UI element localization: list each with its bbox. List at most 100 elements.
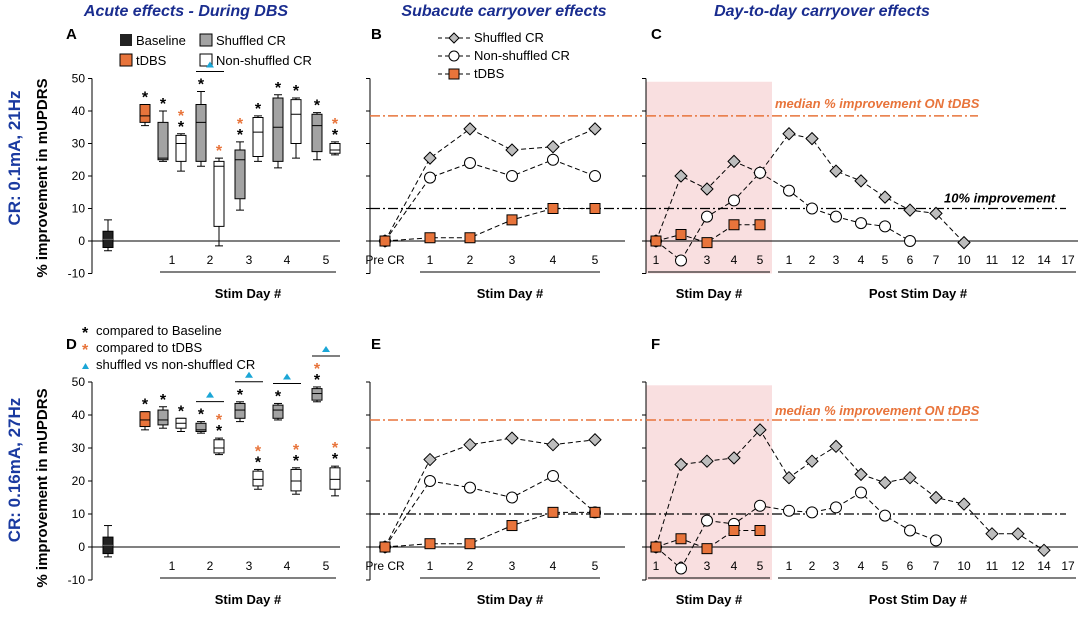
data-point bbox=[463, 437, 477, 452]
panel-letter-f: F bbox=[651, 336, 660, 353]
x-tick-label: 4 bbox=[284, 253, 291, 267]
data-point bbox=[985, 527, 999, 541]
star-vs-baseline: * bbox=[178, 403, 185, 420]
legend-line-shuffled-label: Shuffled CR bbox=[474, 30, 544, 45]
x-axis-title: Stim Day # bbox=[477, 592, 544, 607]
data-point bbox=[830, 210, 842, 223]
x-tick-label: 12 bbox=[1011, 559, 1025, 573]
data-point bbox=[424, 538, 436, 550]
box-non-shuffled-cr bbox=[329, 143, 341, 154]
star-vs-baseline: * bbox=[216, 423, 223, 440]
x-tick-label: 2 bbox=[809, 559, 816, 573]
legend-marker-square bbox=[448, 68, 460, 80]
legend-swatch-baseline bbox=[120, 34, 132, 46]
box-non-shuffled-cr bbox=[213, 160, 225, 227]
data-point bbox=[675, 533, 687, 545]
y-tick-label: 0 bbox=[78, 234, 85, 248]
star-vs-baseline: * bbox=[314, 98, 321, 115]
x-tick-label: 10 bbox=[957, 559, 971, 573]
series-line bbox=[384, 475, 596, 548]
y-tick-label: 50 bbox=[72, 375, 86, 389]
data-point bbox=[903, 470, 917, 485]
legend-line-tdbs-label: tDBS bbox=[474, 66, 505, 81]
legend-star-tdbs: compared to tDBS bbox=[96, 340, 203, 355]
x-tick-label: 5 bbox=[592, 253, 599, 267]
data-point bbox=[855, 486, 867, 499]
legend-star-baseline: compared to Baseline bbox=[96, 323, 222, 338]
data-point bbox=[957, 497, 971, 511]
series-line bbox=[384, 159, 596, 242]
star-vs-baseline: * bbox=[237, 127, 244, 144]
x-tick-label: 4 bbox=[731, 253, 738, 267]
row-label-top: CR: 0.1mA, 21Hz bbox=[5, 90, 24, 225]
x-tick-label: 3 bbox=[246, 253, 253, 267]
star-vs-baseline: * bbox=[332, 127, 339, 144]
star-vs-tdbs: * bbox=[178, 108, 185, 125]
panel-letter-c: C bbox=[651, 26, 662, 43]
star-vs-baseline: * bbox=[275, 80, 282, 97]
star-vs-baseline: * bbox=[160, 96, 167, 113]
box-non-shuffled-cr bbox=[290, 468, 302, 492]
x-axis-title: Stim Day # bbox=[215, 592, 282, 607]
data-point bbox=[423, 151, 437, 165]
data-point bbox=[650, 541, 662, 553]
x-tick-label: 1 bbox=[786, 559, 793, 573]
legend-line-nonshuffled-label: Non-shuffled CR bbox=[474, 48, 570, 63]
data-point bbox=[829, 164, 843, 178]
star-vs-baseline: * bbox=[178, 119, 185, 136]
legend-marker-circle bbox=[448, 50, 460, 62]
data-point bbox=[929, 490, 943, 505]
x-tick-label: 10 bbox=[957, 253, 971, 267]
legend-baseline: Baseline bbox=[136, 33, 186, 48]
data-point bbox=[588, 122, 602, 136]
star-vs-baseline: * bbox=[198, 77, 205, 94]
x-tick-label: 3 bbox=[509, 559, 516, 573]
x-tick-label: 17 bbox=[1061, 559, 1075, 573]
data-point bbox=[754, 219, 766, 231]
data-point bbox=[727, 154, 741, 169]
x-tick-label: 5 bbox=[757, 253, 764, 267]
data-point bbox=[546, 437, 560, 452]
x-tick-label: 3 bbox=[704, 253, 711, 267]
star-vs-tdbs: * bbox=[216, 412, 223, 429]
x-tick-label: 1 bbox=[427, 253, 434, 267]
data-point bbox=[806, 202, 818, 215]
panel-f-plot: median % improvement ON tDBS123451234567… bbox=[642, 381, 1078, 607]
data-point bbox=[464, 157, 476, 169]
box-non-shuffled-cr bbox=[329, 467, 341, 490]
box-tdbs bbox=[139, 104, 151, 123]
x-tick-label: 1 bbox=[653, 559, 660, 573]
data-point bbox=[728, 219, 740, 231]
x-tick-label: 7 bbox=[933, 559, 940, 573]
data-point bbox=[957, 235, 971, 250]
data-point bbox=[701, 514, 713, 527]
legend-nonshuffled: Non-shuffled CR bbox=[216, 53, 312, 68]
data-point bbox=[854, 174, 868, 188]
x-tick-label: 1 bbox=[786, 253, 793, 267]
panel-b-plot: Pre CR 1 2 3 4 5 Stim Day # bbox=[365, 78, 642, 301]
data-point bbox=[464, 232, 476, 244]
star-vs-tdbs: * bbox=[332, 116, 339, 133]
star-vs-baseline: * bbox=[332, 451, 339, 468]
median-tdbs-label: median % improvement ON tDBS bbox=[775, 96, 980, 111]
y-axis-title-top: % improvement in mUPDRS bbox=[34, 78, 51, 277]
star-vs-baseline: * bbox=[160, 392, 167, 409]
data-point bbox=[701, 543, 713, 555]
x-tick-label: 6 bbox=[907, 559, 914, 573]
data-point bbox=[806, 506, 818, 519]
x-tick-label: 2 bbox=[207, 559, 214, 573]
data-point bbox=[701, 237, 713, 249]
y-tick-label: 30 bbox=[72, 441, 86, 455]
panel-letter-e: E bbox=[371, 336, 381, 353]
star-vs-baseline: * bbox=[314, 372, 321, 389]
data-point bbox=[547, 203, 559, 214]
legend-shuffled: Shuffled CR bbox=[216, 33, 286, 48]
line-legend: Shuffled CR Non-shuffled CR tDBS bbox=[438, 30, 570, 81]
x-tick-label: 6 bbox=[907, 253, 914, 267]
data-point bbox=[829, 439, 843, 454]
row-label-bottom: CR: 0.16mA, 27Hz bbox=[5, 398, 24, 543]
box-non-shuffled-cr bbox=[290, 99, 302, 144]
data-point bbox=[379, 541, 391, 553]
